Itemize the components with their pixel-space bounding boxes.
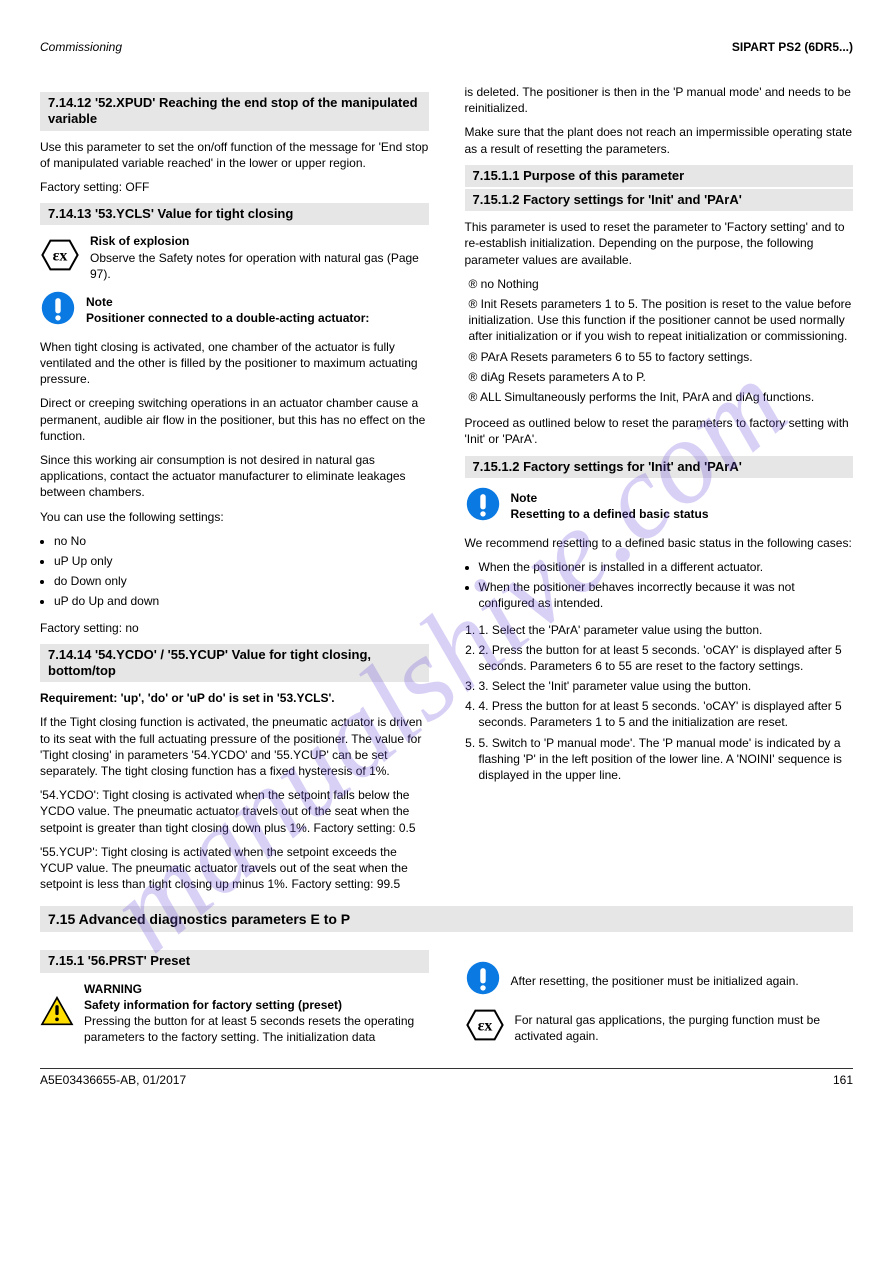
- steps-list: 1. Select the 'PArA' parameter value usi…: [479, 622, 854, 784]
- para-71412: Use this parameter to set the on/off fun…: [40, 139, 429, 171]
- info-icon: [465, 486, 501, 527]
- list-item: When the positioner is installed in a di…: [479, 559, 854, 575]
- list-item: ® PArA Resets parameters 6 to 55 to fact…: [469, 349, 854, 365]
- settings-list: no No uP Up only do Down only uP do Up a…: [54, 533, 429, 610]
- para-71414-1: Requirement: 'up', 'do' or 'uP do' is se…: [40, 690, 429, 706]
- heading-71412: 7.14.12 '52.XPUD' Reaching the end stop …: [40, 92, 429, 131]
- heading-71414: 7.14.14 '54.YCDO' / '55.YCUP' Value for …: [40, 644, 429, 683]
- ex-note-bottom: For natural gas applications, the purgin…: [515, 1012, 854, 1044]
- ex-text: Risk of explosion Observe the Safety not…: [90, 233, 429, 282]
- header-product: SIPART PS2 (6DR5...): [732, 40, 853, 54]
- footer-left: A5E03436655-AB, 01/2017: [40, 1073, 186, 1087]
- ex-icon: εx: [40, 239, 80, 276]
- heading-715111: 7.15.1.1 Purpose of this parameter: [465, 165, 854, 187]
- right-p4: Proceed as outlined below to reset the p…: [465, 415, 854, 447]
- list-item: ® no Nothing: [469, 276, 854, 292]
- right-p3: This parameter is used to reset the para…: [465, 219, 854, 268]
- info-icon: [465, 960, 501, 1001]
- resetting-title: Resetting to a defined basic status: [511, 507, 709, 521]
- list-item: ® Init Resets parameters 1 to 5. The pos…: [469, 296, 854, 345]
- warning-icon: [40, 996, 74, 1031]
- reinit-note: After resetting, the positioner must be …: [511, 973, 799, 989]
- factory-default-1: Factory setting: OFF: [40, 179, 429, 195]
- warning-text: WARNING Safety information for factory s…: [84, 981, 429, 1046]
- ex-icon: εx: [465, 1009, 505, 1046]
- actions-list: ® no Nothing ® Init Resets parameters 1 …: [469, 276, 854, 405]
- list-item: 3. Select the 'Init' parameter value usi…: [479, 678, 854, 694]
- heading-715112a: 7.15.1.2 Factory settings for 'Init' and…: [465, 189, 854, 211]
- footer-rule: [40, 1068, 853, 1069]
- list-item: uP Up only: [54, 553, 429, 569]
- svg-text:εx: εx: [477, 1018, 492, 1035]
- resetting-list: When the positioner is installed in a di…: [479, 559, 854, 612]
- list-item: 4. Press the button for at least 5 secon…: [479, 698, 854, 730]
- leak-body-1: When tight closing is activated, one cha…: [40, 339, 429, 388]
- heading-71512: 7.15.1.2 Factory settings for 'Init' and…: [465, 456, 854, 478]
- list-item: ® diAg Resets parameters A to P.: [469, 369, 854, 385]
- right-p2: Make sure that the plant does not reach …: [465, 124, 854, 156]
- list-item: do Down only: [54, 573, 429, 589]
- list-item: When the positioner behaves incorrectly …: [479, 579, 854, 611]
- list-item: uP do Up and down: [54, 593, 429, 609]
- list-item: 5. Switch to 'P manual mode'. The 'P man…: [479, 735, 854, 784]
- heading-715: 7.15 Advanced diagnostics parameters E t…: [40, 906, 853, 932]
- list-item: no No: [54, 533, 429, 549]
- leak-body-3: Since this working air consumption is no…: [40, 452, 429, 501]
- list-item: ® ALL Simultaneously performs the Init, …: [469, 389, 854, 405]
- leak-note: Note Positioner connected to a double-ac…: [86, 294, 369, 326]
- para-71414-3: '54.YCDO': Tight closing is activated wh…: [40, 787, 429, 836]
- footer-right: 161: [833, 1073, 853, 1087]
- header-section: Commissioning: [40, 40, 122, 54]
- info-icon: [40, 290, 76, 331]
- right-p1: is deleted. The positioner is then in th…: [465, 84, 854, 116]
- svg-text:εx: εx: [53, 248, 68, 265]
- heading-7151: 7.15.1 '56.PRST' Preset: [40, 950, 429, 972]
- list-item: 2. Press the button for at least 5 secon…: [479, 642, 854, 674]
- settings-title: You can use the following settings:: [40, 509, 429, 525]
- para-71414-4: '55.YCUP': Tight closing is activated wh…: [40, 844, 429, 893]
- heading-71413: 7.14.13 '53.YCLS' Value for tight closin…: [40, 203, 429, 225]
- list-item: 1. Select the 'PArA' parameter value usi…: [479, 622, 854, 638]
- leak-body-2: Direct or creeping switching operations …: [40, 395, 429, 444]
- note-label: Note: [511, 491, 538, 505]
- para-71414-2: If the Tight closing function is activat…: [40, 714, 429, 779]
- resetting-body: We recommend resetting to a defined basi…: [465, 535, 854, 551]
- factory-default-2: Factory setting: no: [40, 620, 429, 636]
